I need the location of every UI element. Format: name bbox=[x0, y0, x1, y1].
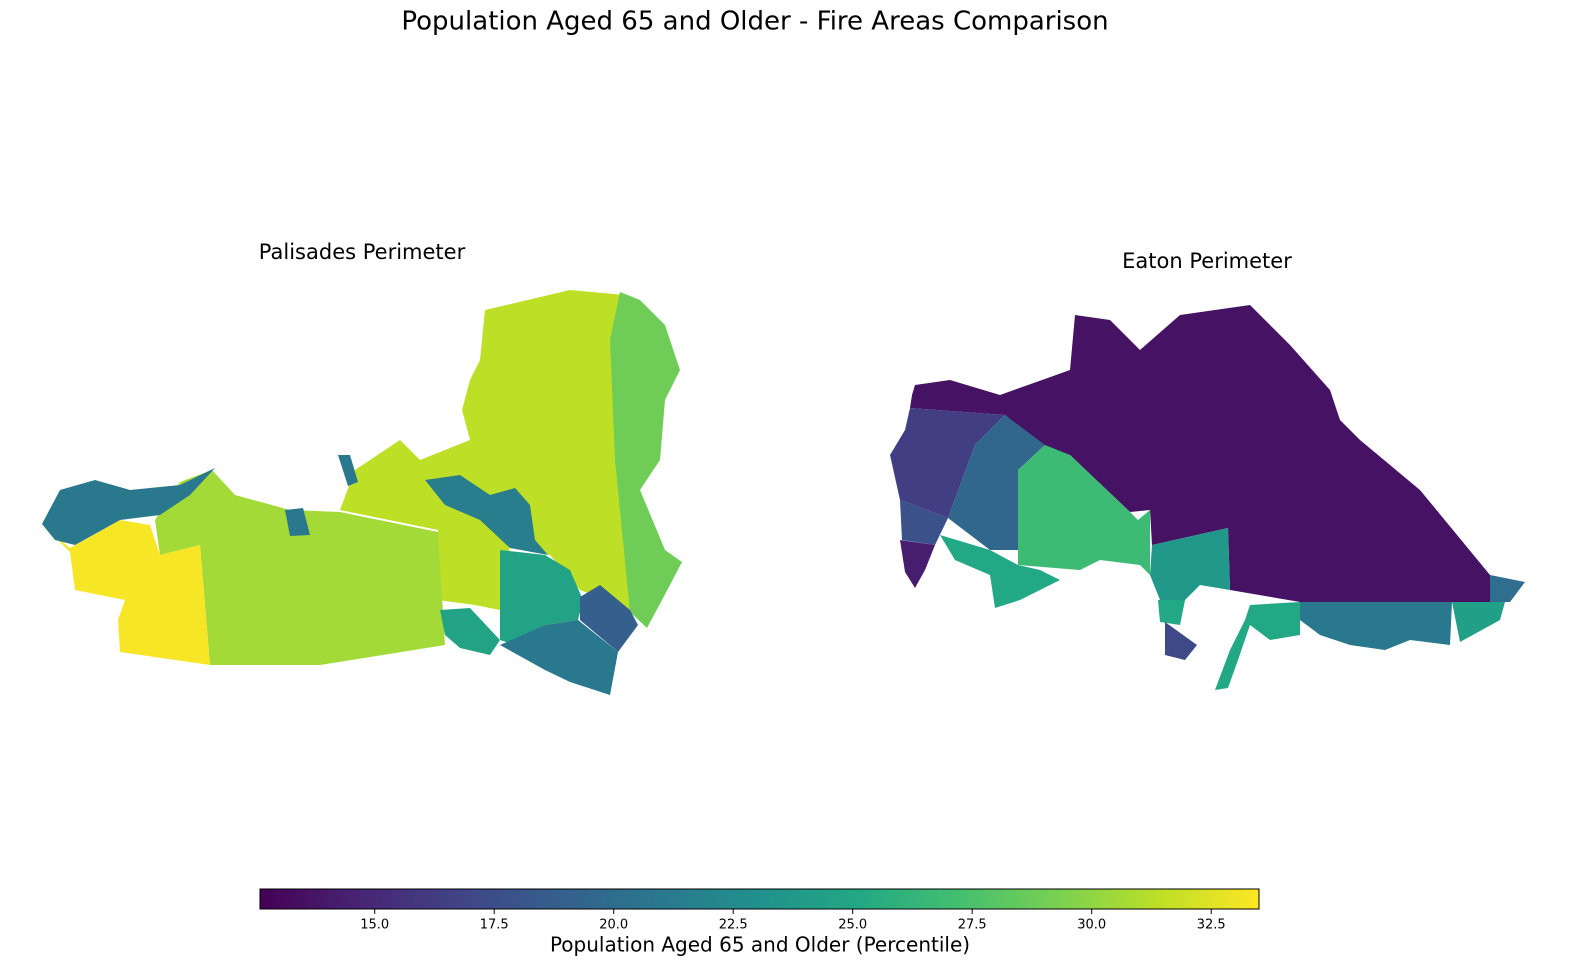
colorbar-tick-label: 25.0 bbox=[838, 918, 867, 933]
colorbar-tick-label: 22.5 bbox=[719, 918, 748, 933]
region bbox=[948, 415, 1045, 550]
colorbar-tick-label: 17.5 bbox=[480, 918, 509, 933]
colorbar: Population Aged 65 and Older (Percentile… bbox=[259, 888, 1260, 957]
region bbox=[900, 500, 948, 545]
region bbox=[338, 455, 358, 486]
region bbox=[1158, 600, 1185, 625]
region bbox=[1150, 528, 1230, 600]
region bbox=[285, 508, 310, 536]
colorbar-tick-label: 32.5 bbox=[1197, 918, 1226, 933]
region bbox=[440, 608, 500, 655]
region bbox=[155, 470, 445, 665]
region bbox=[1018, 445, 1150, 575]
region bbox=[890, 408, 1005, 518]
region bbox=[610, 292, 682, 628]
region bbox=[340, 290, 660, 620]
region bbox=[910, 305, 1490, 602]
colorbar-tick-label: 27.5 bbox=[958, 918, 987, 933]
region bbox=[425, 475, 548, 555]
colorbar-label: Population Aged 65 and Older (Percentile… bbox=[550, 933, 970, 957]
region bbox=[900, 540, 935, 588]
region bbox=[940, 535, 1060, 608]
region bbox=[1490, 575, 1525, 602]
colorbar-gradient bbox=[259, 888, 1260, 910]
region bbox=[500, 550, 583, 645]
region bbox=[42, 468, 215, 545]
eaton-map: Eaton Perimeter bbox=[890, 249, 1525, 690]
palisades-map: Palisades Perimeter bbox=[42, 240, 682, 695]
figure-title: Population Aged 65 and Older - Fire Area… bbox=[401, 7, 1108, 37]
region bbox=[1215, 602, 1300, 690]
region bbox=[1300, 602, 1452, 650]
colorbar-tick-label: 20.0 bbox=[599, 918, 628, 933]
region bbox=[500, 620, 618, 695]
colorbar-tick-label: 15.0 bbox=[360, 918, 389, 933]
region bbox=[1165, 622, 1197, 660]
colorbar-tick-label: 30.0 bbox=[1077, 918, 1106, 933]
map-title: Eaton Perimeter bbox=[1122, 249, 1292, 273]
map-title: Palisades Perimeter bbox=[259, 240, 466, 264]
region bbox=[48, 520, 210, 665]
region bbox=[580, 585, 638, 652]
region bbox=[1452, 602, 1505, 642]
